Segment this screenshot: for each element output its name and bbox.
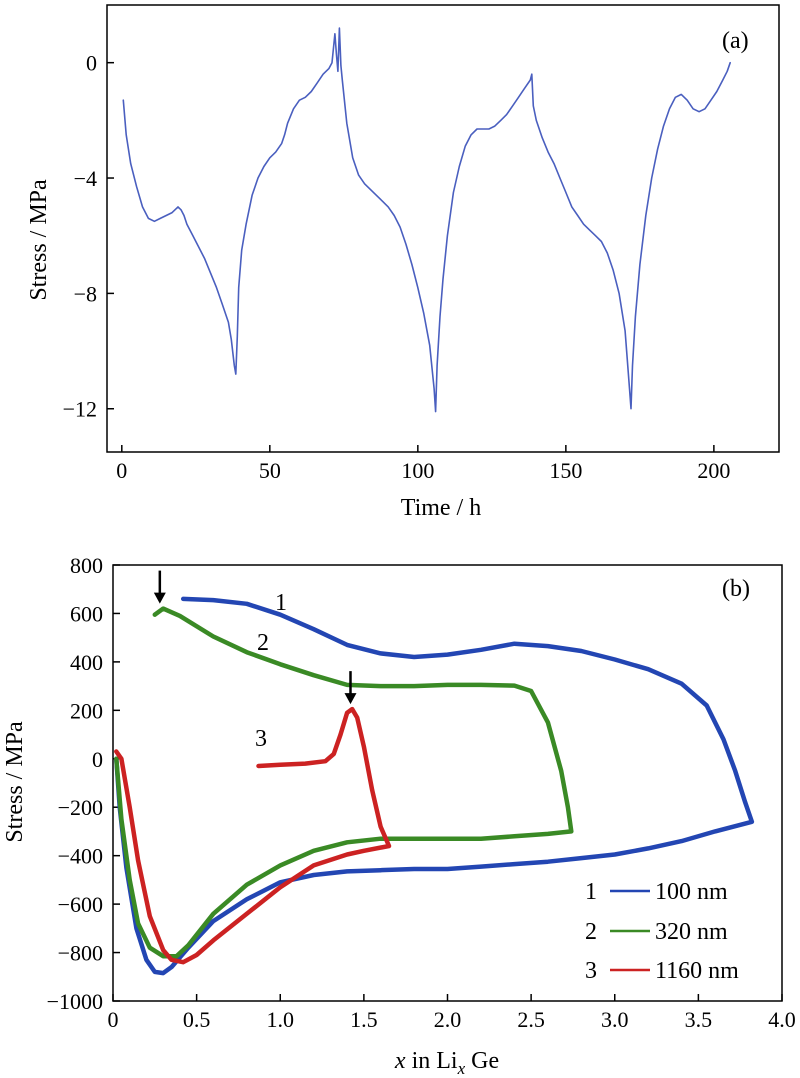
panel-a-label: (a): [722, 28, 749, 54]
legend: 1 100 nm 2 320 nm 3 1160 nm: [585, 879, 739, 984]
panel-a-y-axis-title: Stress / MPa: [26, 179, 52, 301]
panel-b-arrows: [153, 570, 357, 705]
legend-number-1: 1: [585, 879, 597, 905]
panel-b-x-tick-label: 3.5: [685, 1007, 713, 1032]
panel-b-y-tick-label: 800: [70, 553, 103, 578]
curve-label-2: 2: [257, 630, 269, 656]
arrow-2-head: [344, 693, 357, 705]
panel-a-frame: [106, 4, 780, 453]
panel-b-series: [114, 596, 755, 976]
legend-label-3: 1160 nm: [655, 958, 739, 984]
panel-b-x-tick-label: 0: [108, 1007, 119, 1032]
panel-b-x-tick-label: 4.0: [768, 1007, 796, 1032]
panel-b-x-tick-label: 3.0: [601, 1007, 629, 1032]
panel-b-y-tick-label: 400: [70, 650, 103, 675]
panel-b-x-tick-label: 0.5: [183, 1007, 211, 1032]
panel-b-x-tick-label: 1.0: [267, 1007, 295, 1032]
panel-a: 0 50 100 150 200 0 −4 −8 −12 (a) Time / h Stress…: [26, 4, 780, 521]
panel-b-x-axis-title: x in Lix Ge: [394, 1048, 499, 1078]
panel-b-x-tick-label: 2.5: [517, 1007, 545, 1032]
panel-b-y-tick-label: −200: [58, 795, 103, 820]
panel-b-label: (b): [722, 576, 750, 602]
legend-label-2: 320 nm: [655, 919, 728, 945]
legend-entry-1: 1 100 nm: [585, 879, 728, 905]
panel-b-y-tick-label: 600: [70, 601, 103, 626]
legend-entry-3: 3 1160 nm: [585, 958, 739, 984]
panel-b-y-tick-label: 200: [70, 698, 103, 723]
x-label-mid: in Li: [406, 1048, 458, 1074]
panel-a-x-tick-label: 100: [401, 458, 434, 483]
panel-a-x-tick-label: 200: [697, 458, 730, 483]
x-label-post: Ge: [465, 1048, 499, 1074]
panel-b-series-1-line: [114, 596, 755, 976]
legend-number-2: 2: [585, 919, 597, 945]
panel-b-y-tick-label: −1000: [47, 989, 103, 1014]
legend-entry-2: 2 320 nm: [585, 919, 728, 945]
panel-b-x-tick-label: 1.5: [350, 1007, 378, 1032]
panel-b-y-axis-title: Stress / MPa: [2, 721, 28, 843]
panel-b-x-tick-label: 2.0: [434, 1007, 462, 1032]
panel-b-y-tick-label: −800: [58, 941, 103, 966]
x-label-var: x: [394, 1048, 406, 1074]
panel-b-y-tick-label: −400: [58, 844, 103, 869]
panel-b: 0 0.5 1.0 1.5 2.0 2.5 3.0 3.5 4.0 800 600 400 200 0 −2…: [2, 553, 796, 1078]
panel-a-series: [122, 27, 731, 413]
panel-a-x-tick-label: 150: [549, 458, 582, 483]
legend-label-1: 100 nm: [655, 879, 728, 905]
panel-a-y-tick-label: −4: [74, 166, 97, 191]
panel-a-series-1-line: [122, 27, 731, 413]
panel-a-x-tick-label: 50: [259, 458, 281, 483]
panel-a-y-tick-label: −12: [63, 397, 97, 422]
x-label-sub: x: [457, 1059, 466, 1078]
curve-label-3: 3: [255, 726, 267, 752]
panel-b-y-tick-label: 0: [92, 747, 103, 772]
panel-a-y-tick-label: −8: [74, 281, 97, 306]
panel-a-ticks: 0 50 100 150 200 0 −4 −8 −12: [63, 51, 731, 483]
arrow-1-head: [153, 592, 166, 604]
panel-b-y-tick-label: −600: [58, 892, 103, 917]
panel-a-y-tick-label: 0: [86, 51, 97, 76]
panel-b-ticks: 0 0.5 1.0 1.5 2.0 2.5 3.0 3.5 4.0 800 600 400 200 0 −2…: [47, 553, 796, 1032]
panel-b-series-3-line: [114, 706, 392, 965]
panel-a-x-tick-label: 0: [116, 458, 127, 483]
panel-a-x-axis-title: Time / h: [401, 495, 481, 521]
legend-number-3: 3: [585, 958, 597, 984]
curve-label-1: 1: [275, 590, 287, 616]
panel-b-series-2-line: [114, 606, 574, 959]
